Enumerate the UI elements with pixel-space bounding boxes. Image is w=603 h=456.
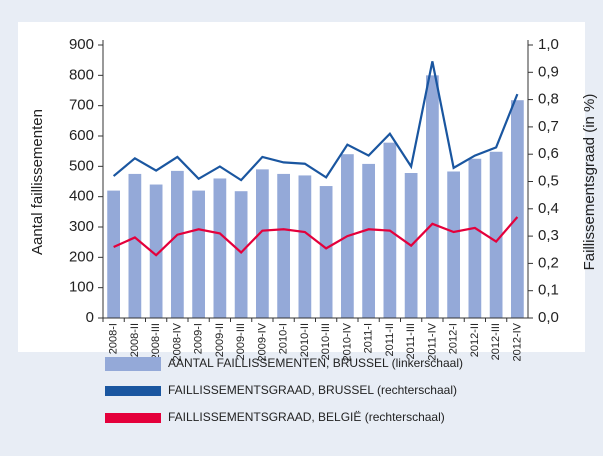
bar [468,158,482,318]
y2-tick-label: 0,4 [538,200,559,217]
x-tick-label: 2012-II [469,323,481,357]
x-tick-label: 2009-II [214,323,226,357]
bar [362,163,375,318]
bar [128,173,142,318]
x-tick-label: 2009-I [193,323,205,354]
x-tick-label: 2009-III [235,323,247,360]
bar [489,151,503,318]
y2-tick-label: 0,0 [538,309,559,326]
legend-label: FAILLISSEMENTSGRAAD, BELGIË (rechterscha… [168,410,445,424]
y2-tick-label: 0,2 [538,254,559,271]
bar [426,75,439,318]
x-tick-label: 2011-IV [426,322,438,360]
y-tick-label: 400 [69,188,94,205]
bar [192,190,205,318]
x-tick-label: 2012-III [490,323,502,360]
y-axis-title: Aantal faillissementen [29,109,46,255]
y-tick-label: 500 [69,157,94,174]
line [112,61,519,182]
y-tick-label: 600 [69,127,94,144]
legend-swatch [105,357,161,371]
bar [319,186,333,318]
bar [277,173,290,318]
x-tick-label: 2008-IV [171,322,183,361]
x-tick-label: 2011-I [363,323,375,353]
y2-tick-label: 0,6 [538,145,559,162]
y-tick-label: 0 [86,309,94,326]
y-tick-label: 200 [69,248,94,265]
y2-tick-label: 0,7 [538,118,559,135]
x-tick-label: 2010-I [278,323,290,354]
y-tick-label: 100 [69,279,94,296]
bar [256,169,269,318]
bar [213,178,227,318]
bar [511,100,524,318]
x-tick-label: 2012-IV [511,322,523,361]
line [113,216,519,257]
y2-tick-label: 1,0 [538,36,559,53]
x-tick-label: 2008-II [129,323,141,357]
y2-tick-label: 0,1 [538,282,559,299]
legend-label: AANTAL FAILLISSEMENTEN, BRUSSEL (linkers… [168,356,463,370]
x-tick-label: 2011-II [384,323,396,356]
y-tick-label: 900 [69,36,94,53]
bar [149,184,163,318]
x-tick-label: 2010-III [320,323,332,360]
y2-tick-label: 0,3 [538,227,559,244]
bar [298,175,312,318]
legend-label: FAILLISSEMENTSGRAAD, BRUSSEL (rechtersch… [168,383,457,397]
x-tick-label: 2010-II [299,323,311,357]
bar [447,171,460,318]
legend-swatch [105,386,161,396]
y2-axis-title: Faillissementsgraad (in %) [581,94,598,271]
x-tick-label: 2008-III [150,323,162,360]
y-tick-label: 700 [69,97,94,114]
y-tick-label: 300 [69,218,94,235]
x-tick-label: 2010-IV [341,322,353,361]
x-tick-label: 2009-IV [256,322,268,361]
legend-swatch [105,413,161,423]
x-tick-label: 2008-I [108,323,120,354]
y2-tick-label: 0,8 [538,91,559,108]
bar [107,190,120,318]
bar [234,191,248,318]
x-tick-label: 2012-I [448,323,460,354]
y2-tick-label: 0,9 [538,63,559,80]
y-tick-label: 800 [69,66,94,83]
x-tick-label: 2011-III [405,323,417,360]
y2-tick-label: 0,5 [538,172,559,189]
bar [171,170,184,318]
